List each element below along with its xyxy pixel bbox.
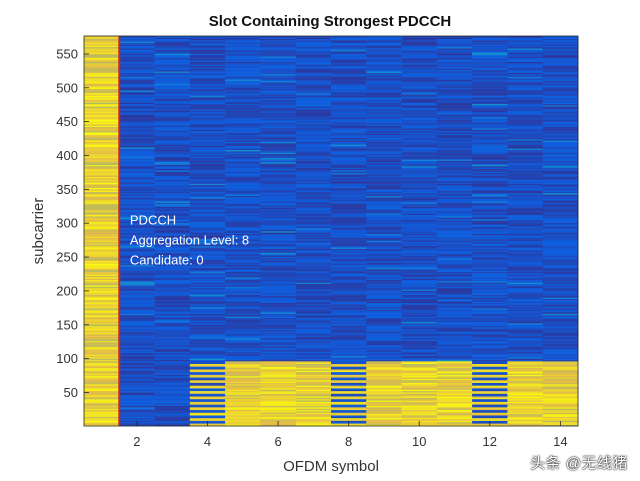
symbol-column-10 [401, 36, 438, 427]
watermark: 头条 @无线猪 [530, 455, 628, 472]
symbol-column-8 [331, 36, 367, 427]
y-tick-label: 450 [56, 114, 78, 129]
symbol-column-12 [472, 36, 508, 427]
x-tick-label: 4 [204, 434, 211, 449]
symbol-column-9 [366, 36, 402, 427]
y-tick-label: 50 [64, 385, 78, 400]
x-tick-label: 12 [483, 434, 497, 449]
symbol-column-14 [542, 36, 579, 427]
chart-title: Slot Containing Strongest PDCCH [209, 13, 452, 30]
symbol-column-5 [225, 36, 261, 427]
y-tick-label: 550 [56, 46, 78, 61]
symbol-column-3 [154, 36, 191, 427]
y-tick-label: 200 [56, 283, 78, 298]
symbol-column-13 [507, 36, 544, 427]
symbol-column-7 [295, 36, 332, 427]
y-tick-label: 500 [56, 80, 78, 95]
y-axis: 50 100 150 200 250 300 350 400 450 500 550 [56, 46, 89, 400]
plot-frame [83, 35, 579, 427]
y-tick-label: 100 [56, 351, 78, 366]
symbol-column-6 [260, 36, 297, 427]
annotation-line-pdcch: PDCCH [130, 213, 176, 228]
x-axis-label: OFDM symbol [283, 458, 379, 475]
annotation-line-aggregation-level: Aggregation Level: 8 [130, 233, 249, 248]
heatmap-cells [84, 36, 579, 427]
y-tick-label: 400 [56, 148, 78, 163]
symbol-column-4 [189, 36, 226, 427]
x-tick-label: 10 [412, 434, 426, 449]
y-tick-label: 250 [56, 250, 78, 265]
y-axis-label: subcarrier [30, 198, 47, 265]
x-tick-label: 14 [553, 434, 567, 449]
x-tick-label: 2 [133, 434, 140, 449]
annotation-line-candidate: Candidate: 0 [130, 253, 204, 268]
symbol-column-1 [84, 36, 120, 427]
pdcch-annotation: PDCCH Aggregation Level: 8 Candidate: 0 [130, 213, 249, 268]
symbol-column-11 [436, 36, 473, 427]
y-tick-label: 300 [56, 216, 78, 231]
x-tick-label: 6 [274, 434, 281, 449]
y-tick-label: 350 [56, 182, 78, 197]
y-tick-label: 150 [56, 317, 78, 332]
symbol-column-2 [119, 36, 155, 427]
x-tick-label: 8 [345, 434, 352, 449]
x-axis: 2 4 6 8 10 12 14 [133, 421, 568, 449]
